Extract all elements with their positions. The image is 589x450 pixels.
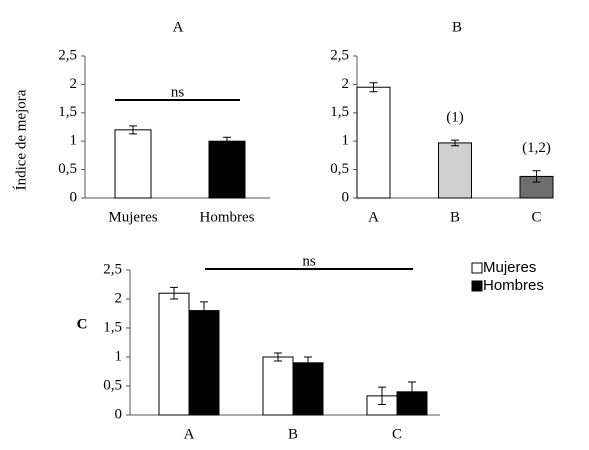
error-bar xyxy=(304,356,312,370)
y-tick-label: 1,5 xyxy=(330,104,349,120)
error-bar xyxy=(451,139,459,147)
legend-label: Hombres xyxy=(483,277,544,294)
annotation: ns xyxy=(302,253,316,269)
error-bar xyxy=(369,82,378,93)
value-annotation: (1,2) xyxy=(522,140,551,156)
x-tick-label: C xyxy=(392,426,402,442)
bar xyxy=(158,292,190,416)
y-tick-label: 2,5 xyxy=(58,47,77,63)
error-bar xyxy=(274,352,282,362)
x-tick-label: Mujeres xyxy=(108,209,157,225)
bar xyxy=(188,310,220,416)
y-tick-label: 0,5 xyxy=(58,161,77,177)
error-bar xyxy=(532,170,541,183)
y-tick-label: 1 xyxy=(342,133,350,149)
error-bar xyxy=(170,286,178,300)
x-tick-label: B xyxy=(450,209,460,225)
bar xyxy=(208,140,246,199)
x-tick-label: Hombres xyxy=(200,209,255,225)
panel-title: A xyxy=(173,19,184,35)
y-tick-label: 1,5 xyxy=(103,319,122,335)
bar xyxy=(262,356,294,416)
error-bar xyxy=(378,386,386,406)
y-tick-label: 1 xyxy=(115,348,123,364)
y-tick-label: 0,5 xyxy=(103,377,122,393)
x-tick-label: A xyxy=(368,209,379,225)
bar xyxy=(292,362,324,416)
y-tick-label: 0 xyxy=(115,406,123,422)
legend-swatch xyxy=(471,280,483,292)
y-tick-label: 0 xyxy=(70,189,78,205)
annotation: ns xyxy=(171,84,185,100)
y-tick-label: 2,5 xyxy=(330,47,349,63)
error-bar xyxy=(223,136,231,146)
y-tick-label: 2,5 xyxy=(103,261,122,277)
y-tick-label: 0,5 xyxy=(330,161,349,177)
error-bar xyxy=(408,381,416,403)
panel-title: C xyxy=(77,316,88,332)
value-annotation: (1) xyxy=(446,110,464,126)
x-tick-label: C xyxy=(531,209,541,225)
panel-title: B xyxy=(452,19,462,35)
error-bar xyxy=(129,125,137,135)
bar xyxy=(114,129,152,199)
y-tick-label: 1 xyxy=(70,133,78,149)
x-tick-label: A xyxy=(184,426,195,442)
y-tick-label: 0 xyxy=(342,189,350,205)
bar xyxy=(438,142,472,199)
y-tick-label: 2 xyxy=(70,76,78,92)
legend-label: Mujeres xyxy=(483,259,536,276)
x-tick-label: B xyxy=(288,426,298,442)
y-tick-label: 2 xyxy=(115,290,123,306)
legend-swatch xyxy=(471,262,483,274)
bar xyxy=(356,86,391,199)
y-axis-label: Índice de mejora xyxy=(12,89,29,190)
error-bar xyxy=(200,301,208,320)
y-tick-label: 2 xyxy=(342,76,350,92)
y-tick-label: 1,5 xyxy=(58,104,77,120)
